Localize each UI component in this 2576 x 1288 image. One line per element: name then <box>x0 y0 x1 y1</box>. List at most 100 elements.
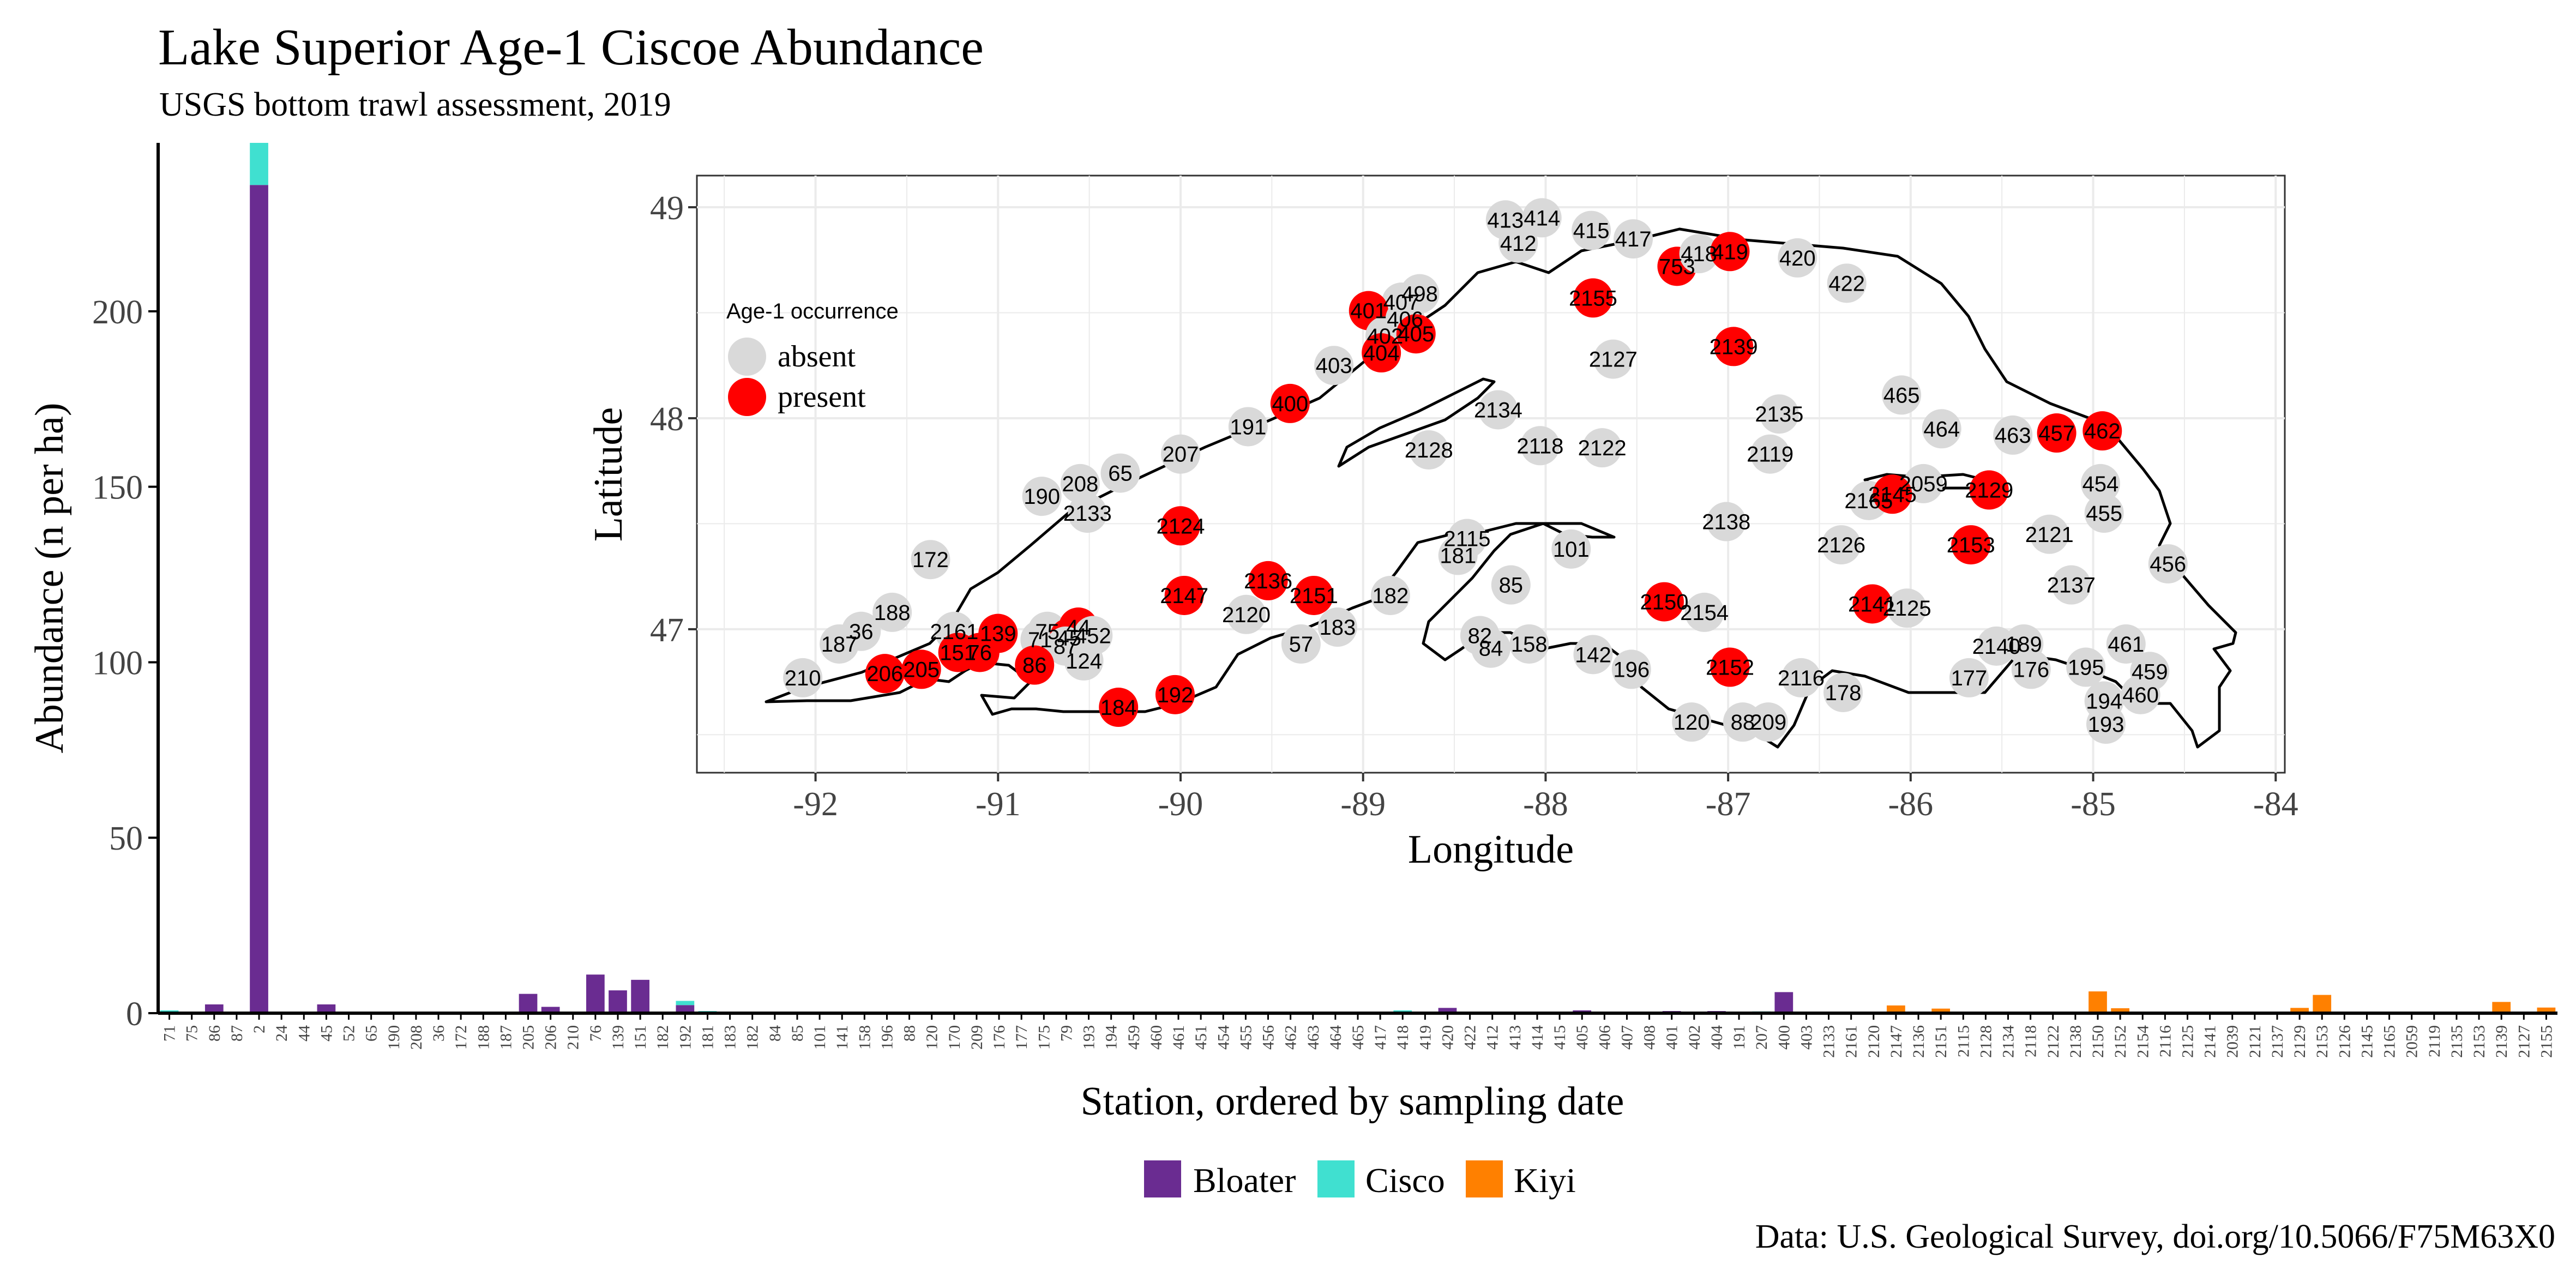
station-label: 188 <box>874 601 911 625</box>
station-point-present <box>2083 411 2122 451</box>
bar-segment-kiyi <box>2492 1002 2511 1013</box>
bar-x-tick-label: 181 <box>699 1025 717 1050</box>
bar-x-tick-label: 2116 <box>2156 1025 2174 1057</box>
bar-y-tick-label: 100 <box>92 645 143 682</box>
station-label: 403 <box>1316 354 1352 378</box>
station-point-present <box>1710 647 1750 687</box>
chart-title: Lake Superior Age-1 Ciscoe Abundance <box>158 19 984 76</box>
station-label: 71 <box>1028 628 1052 652</box>
bar-x-tick-label: 408 <box>1641 1025 1659 1050</box>
bar-segment-cisco <box>250 143 268 185</box>
station-point-absent <box>1778 238 1817 278</box>
station-label: 82 <box>1468 624 1492 648</box>
bar-x-tick-label: 2152 <box>2111 1025 2129 1058</box>
bar-x-tick-label: 188 <box>474 1025 492 1050</box>
station-label: 177 <box>1951 666 1988 690</box>
map-y-axis-ticks: 47 48 49 <box>650 190 697 649</box>
station-label: 120 <box>1674 711 1710 735</box>
bar-x-tick-label: 414 <box>1528 1025 1546 1050</box>
station-label: 76 <box>968 641 992 665</box>
station-point-absent <box>1160 434 1200 474</box>
bar-segment-cisco <box>676 1001 695 1006</box>
bar-x-tick-label: 403 <box>1797 1025 1815 1050</box>
bar-x-tick-label: 2165 <box>2381 1025 2399 1058</box>
station-point-absent <box>2066 647 2106 687</box>
station-label: 209 <box>1750 711 1786 735</box>
station-label: 2154 <box>1680 601 1729 625</box>
bar-x-tick-label: 151 <box>631 1025 649 1050</box>
station-label: 151 <box>940 641 976 665</box>
bar-x-tick-label: 191 <box>1730 1025 1748 1050</box>
station-point-present <box>865 654 905 694</box>
map-x-tick-label: -87 <box>1706 786 1751 823</box>
station-point-present <box>1164 575 1204 615</box>
bar-x-tick-label: 451 <box>1192 1025 1210 1050</box>
station-point-absent <box>1759 394 1799 434</box>
station-point-present <box>1099 688 1139 727</box>
bar-x-tick-label: 401 <box>1663 1025 1681 1050</box>
bar-x-axis-label: Station, ordered by sampling date <box>1081 1079 1624 1124</box>
station-label: 2152 <box>1706 656 1754 680</box>
station-label: 404 <box>1363 341 1400 365</box>
station-label: 85 <box>1499 574 1524 598</box>
bar-segment-kiyi <box>2089 991 2107 1013</box>
station-label: 2122 <box>1578 436 1627 460</box>
station-label: 86 <box>1022 654 1047 678</box>
bar-marks <box>160 143 2556 1013</box>
bar-x-tick-label: 2134 <box>2000 1025 2018 1058</box>
bar-x-tick-label: 2133 <box>1820 1025 1838 1058</box>
bar-x-tick-label: 2128 <box>1977 1025 1995 1058</box>
bar-x-tick-label: 2122 <box>2044 1025 2062 1058</box>
map-legend-absent-label: absent <box>778 340 856 374</box>
station-point-absent <box>1684 592 1724 632</box>
station-label: 88 <box>1731 711 1755 735</box>
bar-x-tick-label: 36 <box>430 1025 448 1042</box>
station-point-absent <box>1887 588 1927 628</box>
bar-x-tick-label: 2155 <box>2537 1025 2555 1058</box>
station-label: 459 <box>2132 660 2168 684</box>
station-point-absent <box>1573 635 1613 675</box>
bar-x-tick-label: 2118 <box>2022 1025 2040 1057</box>
station-label: 196 <box>1613 658 1650 682</box>
station-point-absent <box>1100 453 1140 493</box>
bar-segment-kiyi <box>2313 995 2332 1013</box>
bar-segment-bloater <box>250 185 268 1013</box>
station-point-absent <box>1370 575 1410 615</box>
station-label: 178 <box>1825 681 1862 705</box>
station-point-absent <box>1228 407 1268 447</box>
station-label: 401 <box>1350 299 1387 323</box>
station-label: 420 <box>1779 246 1816 270</box>
station-point-absent <box>1491 565 1531 605</box>
station-point-present <box>1852 584 1892 624</box>
station-label: 2136 <box>1244 569 1292 593</box>
bar-segment-bloater <box>1774 992 1793 1013</box>
bar-x-tick-label: 101 <box>811 1025 829 1050</box>
station-point-absent <box>1582 428 1622 468</box>
station-label: 455 <box>2086 502 2122 526</box>
station-point-absent <box>2004 624 2044 664</box>
station-label: 176 <box>2013 658 2049 682</box>
bar-x-tick-label: 210 <box>564 1025 582 1050</box>
station-label: 87 <box>1054 635 1078 659</box>
station-label: 2165 <box>1844 489 1893 513</box>
bar-y-tick-label: 0 <box>126 996 143 1033</box>
bar-segment-kiyi <box>1931 1008 1951 1013</box>
station-label: 422 <box>1828 272 1865 296</box>
map-legend: Age-1 occurrence absent present <box>726 299 899 416</box>
station-label: 2147 <box>1160 584 1208 608</box>
station-point-absent <box>911 540 950 580</box>
station-point-present <box>2037 413 2077 453</box>
map-y-tick-label: 49 <box>650 190 684 227</box>
station-label: 191 <box>1230 415 1266 439</box>
bar-x-tick-label: 2119 <box>2425 1025 2443 1057</box>
bar-x-tick-label: 88 <box>901 1025 919 1042</box>
station-point-absent <box>1522 198 1562 238</box>
bar-x-tick-label: 2138 <box>2067 1025 2085 1058</box>
bar-x-tick-label: 2135 <box>2448 1025 2466 1058</box>
station-label: 2115 <box>1443 527 1490 551</box>
bar-x-tick-label: 2120 <box>1865 1025 1883 1058</box>
station-point-absent <box>1226 594 1266 634</box>
bar-x-tick-label: 44 <box>295 1025 313 1042</box>
bar-x-tick-label: 2139 <box>2493 1025 2511 1058</box>
